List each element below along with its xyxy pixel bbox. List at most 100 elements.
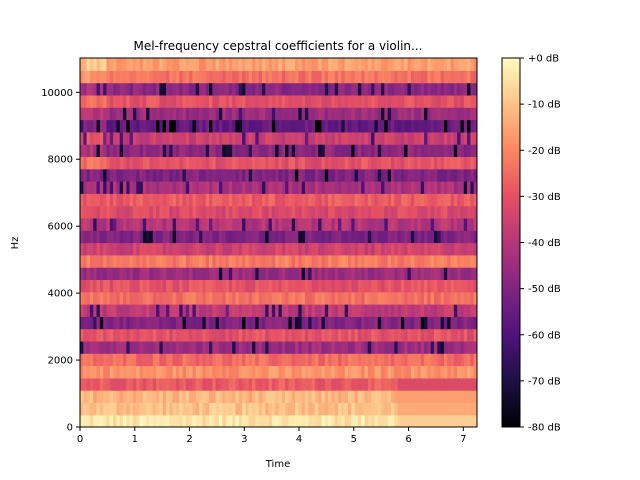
heatmap-cell [80,279,84,293]
heatmap-cell [275,193,280,207]
heatmap-cell [225,144,230,157]
heatmap-cell [341,377,346,391]
heatmap-cell [156,58,160,71]
heatmap-cell [218,365,223,379]
heatmap-cell [354,156,359,170]
heatmap-cell [301,205,306,219]
heatmap-cell [119,390,124,403]
heatmap-cell [400,94,405,108]
heatmap-cell [417,304,422,317]
heatmap-cell [245,328,250,342]
heatmap-cell [384,402,389,416]
heatmap-cell [89,328,94,342]
heatmap-cell [288,168,293,182]
heatmap-cell [195,230,200,244]
heatmap-cell [473,217,477,231]
heatmap-cell [278,193,283,207]
heatmap-cell [377,217,382,231]
heatmap-cell [424,316,428,330]
heatmap-cell [99,254,104,268]
heatmap-cell [321,279,326,293]
heatmap-cell [80,131,84,145]
heatmap-cell [414,119,419,133]
heatmap-cell [139,340,144,354]
heatmap-cell [308,353,313,367]
heatmap-cell [410,414,415,427]
heatmap-cell [410,402,415,416]
heatmap-cell [132,242,137,256]
heatmap-cell [86,291,91,305]
heatmap-cell [106,328,111,342]
heatmap-cell [129,402,134,416]
heatmap-cell [324,230,329,244]
heatmap-cell [450,316,455,330]
heatmap-cell [381,119,385,133]
heatmap-cell [433,193,438,207]
heatmap-cell [420,205,425,219]
heatmap-cell [209,217,213,231]
heatmap-cell [179,291,184,305]
heatmap-cell [351,70,356,84]
heatmap-cell [205,82,210,96]
heatmap-cell [347,377,352,391]
heatmap-cell [242,58,247,71]
heatmap-cell [397,402,402,416]
heatmap-cell [447,82,452,96]
heatmap-cell [424,254,428,268]
heatmap-cell [285,242,290,256]
heatmap-cell [205,390,210,403]
heatmap-cell [195,144,200,157]
heatmap-cell [106,267,111,280]
heatmap-cell [334,70,339,84]
heatmap-cell [410,156,415,170]
heatmap-cell [394,340,399,354]
heatmap-cell [291,316,296,330]
heatmap-cell [83,82,88,96]
heatmap-cell [169,156,174,170]
heatmap-cell [338,217,342,231]
heatmap-cell [106,353,111,367]
heatmap-cell [129,414,134,427]
heatmap-cell [261,340,266,354]
heatmap-cell [258,94,263,108]
heatmap-cell [433,316,438,330]
heatmap-cell [301,353,306,367]
heatmap-cell [113,181,117,194]
heatmap-cell [331,58,336,71]
heatmap-cell [116,119,121,133]
heatmap-cell [195,402,200,416]
heatmap-cell [209,58,213,71]
heatmap-cell [384,267,389,280]
heatmap-cell [202,131,207,145]
heatmap-cell [410,291,415,305]
heatmap-cell [228,291,233,305]
heatmap-cell [212,58,217,71]
heatmap-cell [255,94,260,108]
heatmap-cell [387,279,392,293]
heatmap-cell [83,254,88,268]
heatmap-cell [384,217,389,231]
heatmap-cell [166,156,170,170]
heatmap-cell [308,365,313,379]
heatmap-cell [129,107,134,121]
heatmap-cell [427,107,432,121]
heatmap-cell [460,365,465,379]
heatmap-cell [410,168,415,182]
heatmap-cell [430,94,435,108]
heatmap-cell [437,58,442,71]
heatmap-cell [189,377,194,391]
heatmap-cell [288,58,293,71]
heatmap-cell [407,340,412,354]
heatmap-cell [162,304,167,317]
heatmap-cell [136,58,141,71]
heatmap-cell [132,279,137,293]
heatmap-cell [354,217,359,231]
heatmap-cell [407,131,412,145]
heatmap-cell [89,217,94,231]
heatmap-cell [308,107,313,121]
heatmap-cell [258,181,263,194]
heatmap-cell [324,316,329,330]
heatmap-cell [202,205,207,219]
heatmap-cell [235,390,240,403]
heatmap-cell [424,156,428,170]
